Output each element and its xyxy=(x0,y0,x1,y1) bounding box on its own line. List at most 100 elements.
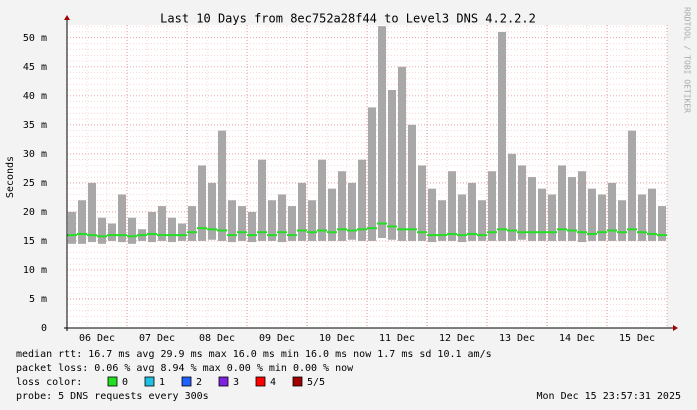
loss-color-name: 3 xyxy=(233,377,239,388)
smoke xyxy=(648,188,656,241)
loss-color-name: 0 xyxy=(122,377,128,388)
smoke xyxy=(268,200,276,241)
y-tick-label: 0 xyxy=(41,323,47,334)
loss-color-name: 5/5 xyxy=(307,377,325,388)
smoke xyxy=(298,182,306,241)
smoke xyxy=(358,159,366,241)
smoke xyxy=(118,194,126,243)
smoke xyxy=(418,165,426,241)
loss-swatch xyxy=(218,376,229,387)
x-tick-label: 11 Dec xyxy=(379,333,415,344)
smoke xyxy=(528,177,536,241)
loss-swatch xyxy=(255,376,266,387)
smoke xyxy=(128,217,136,244)
median-rtt: median rtt: 16.7 ms avg 29.9 ms max 16.0… xyxy=(16,349,492,360)
smoke xyxy=(208,182,216,240)
smoke xyxy=(98,217,106,244)
loss-swatch xyxy=(144,376,155,387)
y-tick-label: 50 m xyxy=(23,33,47,44)
watermark: RRDTOOL / TOBI OETIKER xyxy=(683,7,692,113)
smoke xyxy=(448,171,456,241)
y-axis-label: Seconds xyxy=(5,156,16,198)
smoke xyxy=(108,223,116,241)
smoke xyxy=(508,153,516,241)
smoke xyxy=(188,206,196,241)
smoke xyxy=(78,200,86,244)
smoke xyxy=(598,194,606,241)
smoke xyxy=(218,130,226,241)
smoke xyxy=(398,66,406,241)
y-tick-label: 30 m xyxy=(23,149,47,160)
smoke xyxy=(638,194,646,241)
smoke xyxy=(88,182,96,243)
chart-title: Last 10 Days from 8ec752a28f44 to Level3… xyxy=(160,12,536,26)
smoke xyxy=(458,194,466,243)
smoke xyxy=(488,171,496,241)
loss-swatch xyxy=(292,376,303,387)
loss-swatch xyxy=(181,376,192,387)
smoke xyxy=(148,211,156,243)
y-tick-label: 45 m xyxy=(23,62,47,73)
smoke xyxy=(348,182,356,240)
smoke xyxy=(608,182,616,241)
smoke xyxy=(158,206,166,241)
legend: median rtt: 16.7 ms avg 29.9 ms max 16.0… xyxy=(16,349,681,402)
smoke xyxy=(318,159,326,241)
smoke xyxy=(428,188,436,243)
packet-loss: packet loss: 0.06 % avg 8.94 % max 0.00 … xyxy=(16,363,354,374)
smoke xyxy=(228,200,236,243)
x-tick-label: 06 Dec xyxy=(79,333,115,344)
y-tick-label: 35 m xyxy=(23,120,47,131)
smoke xyxy=(368,107,376,241)
smoke xyxy=(378,26,386,239)
y-tick-label: 10 m xyxy=(23,265,47,276)
y-tick-label: 40 m xyxy=(23,91,47,102)
y-tick-label: 5 m xyxy=(29,294,47,305)
smoke xyxy=(588,188,596,241)
smoke xyxy=(328,188,336,241)
smoke xyxy=(198,165,206,241)
smoke xyxy=(258,159,266,241)
smoke xyxy=(658,206,666,241)
smoke xyxy=(248,211,256,243)
smoke xyxy=(568,177,576,241)
smoke xyxy=(628,130,636,241)
loss-swatch xyxy=(107,376,118,387)
smoke xyxy=(578,171,586,243)
loss-color-label: loss color: xyxy=(16,377,82,388)
smoke xyxy=(168,217,176,243)
x-tick-label: 08 Dec xyxy=(199,333,235,344)
y-tick-label: 25 m xyxy=(23,178,47,189)
smoke xyxy=(408,124,416,241)
y-tick-label: 20 m xyxy=(23,207,47,218)
smoke xyxy=(498,31,506,241)
timestamp: Mon Dec 15 23:57:31 2025 xyxy=(537,391,682,402)
x-tick-label: 07 Dec xyxy=(139,333,175,344)
smoke xyxy=(338,171,346,241)
smoke xyxy=(178,223,186,241)
smoke xyxy=(388,90,396,240)
smoke xyxy=(238,206,246,241)
x-axis-arrow xyxy=(673,325,678,331)
x-tick-label: 09 Dec xyxy=(259,333,295,344)
x-tick-label: 13 Dec xyxy=(499,333,535,344)
smoke xyxy=(438,200,446,241)
loss-color-name: 1 xyxy=(159,377,165,388)
smoke xyxy=(278,194,286,243)
smoke xyxy=(288,206,296,241)
smoke xyxy=(538,188,546,241)
x-tick-label: 15 Dec xyxy=(619,333,655,344)
probe: probe: 5 DNS requests every 300s xyxy=(16,391,209,402)
smoke xyxy=(548,194,556,241)
x-tick-label: 10 Dec xyxy=(319,333,355,344)
smoke xyxy=(468,182,476,241)
x-tick-label: 14 Dec xyxy=(559,333,595,344)
smoke xyxy=(68,211,76,244)
smoke xyxy=(618,200,626,241)
smoke xyxy=(558,165,566,241)
loss-color-name: 4 xyxy=(270,377,276,388)
y-axis-arrow xyxy=(64,15,70,20)
smoke xyxy=(308,200,316,241)
smoke xyxy=(518,165,526,240)
